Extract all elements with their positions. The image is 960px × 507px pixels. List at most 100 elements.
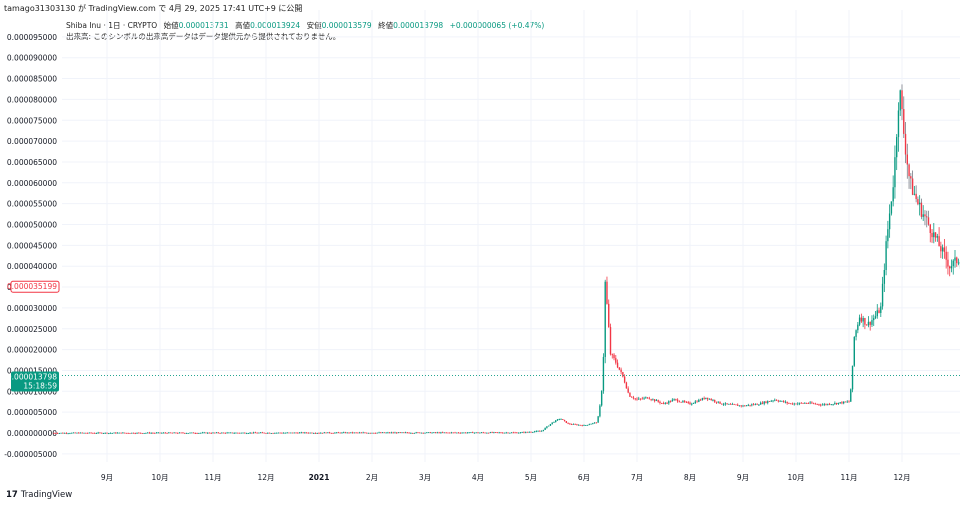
candle-body	[814, 403, 817, 405]
candle-body	[655, 400, 658, 402]
candle-body	[270, 433, 272, 434]
candle-body	[63, 432, 66, 434]
candle-body	[426, 432, 428, 434]
y-tick-label: 0.000045000	[7, 241, 57, 250]
candle-body	[685, 401, 688, 403]
candle-body	[189, 432, 191, 434]
candle-body	[344, 432, 347, 434]
candle-body	[247, 433, 250, 434]
candle-body	[196, 433, 198, 434]
candle-body	[818, 404, 820, 405]
candle-body	[472, 432, 474, 434]
candle-body	[85, 432, 87, 434]
candle-body	[311, 432, 313, 434]
y-axis: 0.000095000 0.000090000 0.000085000 0.00008…	[4, 33, 57, 459]
legend-high-label: 高値	[235, 21, 251, 30]
tradingview-logo[interactable]: 17 TradingView	[6, 490, 72, 500]
candle-body	[669, 401, 672, 402]
candle-body	[219, 432, 221, 434]
y-tick-label: 0.000020000	[7, 346, 57, 355]
candle-body	[867, 321, 870, 326]
candle-body	[694, 401, 696, 404]
candle-body	[422, 432, 424, 434]
candle-body	[588, 424, 590, 426]
candle-body	[399, 432, 401, 434]
candle-body	[943, 247, 946, 252]
candle-body	[127, 432, 129, 434]
candle-body	[878, 310, 880, 313]
candle-body	[544, 427, 546, 430]
candle-body	[733, 404, 735, 405]
candle-body	[450, 432, 453, 434]
candle-body	[537, 430, 539, 432]
candle-body	[443, 432, 446, 434]
candle-body	[917, 199, 919, 205]
candle-body	[83, 432, 85, 434]
candle-body	[387, 432, 389, 434]
candle-body	[910, 176, 912, 179]
candle-body	[484, 432, 486, 434]
candle-body	[805, 403, 808, 404]
y-tick-label: 0.000000000	[7, 429, 57, 438]
candle-body	[325, 432, 327, 434]
candle-body	[240, 432, 242, 434]
candle-body	[161, 432, 163, 434]
candle-body	[519, 432, 522, 434]
candle-body	[556, 419, 559, 421]
candle-body	[351, 432, 354, 434]
candle-body	[388, 432, 391, 434]
candle-body	[143, 433, 145, 434]
candle-body	[689, 402, 691, 405]
candle-body	[934, 232, 937, 238]
candle-body	[136, 432, 138, 434]
candle-body	[350, 432, 352, 434]
candle-body	[795, 403, 797, 405]
candle-body	[797, 403, 799, 405]
candle-body	[362, 432, 364, 434]
candle-body	[184, 432, 186, 434]
candle-body	[869, 321, 871, 325]
candle-body	[804, 403, 806, 404]
candle-body	[235, 432, 237, 434]
candle-body	[88, 432, 91, 434]
candle-body	[498, 432, 500, 434]
candle-body	[832, 404, 834, 405]
candle-body	[390, 432, 393, 434]
candle-body	[74, 432, 76, 434]
candle-body	[175, 432, 177, 434]
candle-body	[793, 403, 795, 405]
legend-symbol: Shiba Inu · 1日 · CRYPTO	[66, 21, 158, 30]
candle-body	[316, 432, 318, 434]
candle-body	[615, 358, 617, 363]
candle-body	[775, 399, 778, 401]
candle-body	[931, 233, 933, 238]
candle-body	[415, 432, 417, 434]
candle-body	[328, 432, 331, 434]
y-tick-label: 0.000010000	[7, 387, 57, 396]
candle-body	[226, 432, 228, 434]
candle-body	[850, 389, 852, 402]
candle-body	[440, 432, 442, 434]
candle-body	[268, 432, 271, 434]
candle-body	[779, 401, 781, 402]
candle-body	[424, 432, 426, 434]
candle-body	[715, 401, 718, 403]
candle-body	[696, 401, 698, 403]
candle-body	[671, 399, 674, 402]
candle-body	[456, 432, 458, 434]
candle-body	[256, 432, 258, 434]
candle-body	[714, 400, 716, 402]
x-tick-label: 5月	[525, 473, 537, 482]
candle-body	[578, 424, 580, 426]
candle-body	[772, 400, 774, 402]
candle-body	[523, 432, 525, 433]
x-tick-label: 4月	[472, 473, 484, 482]
tradingview-logo-icon: 17	[6, 490, 18, 500]
candle-body	[913, 193, 916, 195]
candle-body	[396, 432, 398, 434]
candle-body	[774, 399, 776, 401]
candle-body	[371, 432, 373, 434]
candle-body	[777, 400, 780, 402]
candle-body	[926, 216, 928, 218]
